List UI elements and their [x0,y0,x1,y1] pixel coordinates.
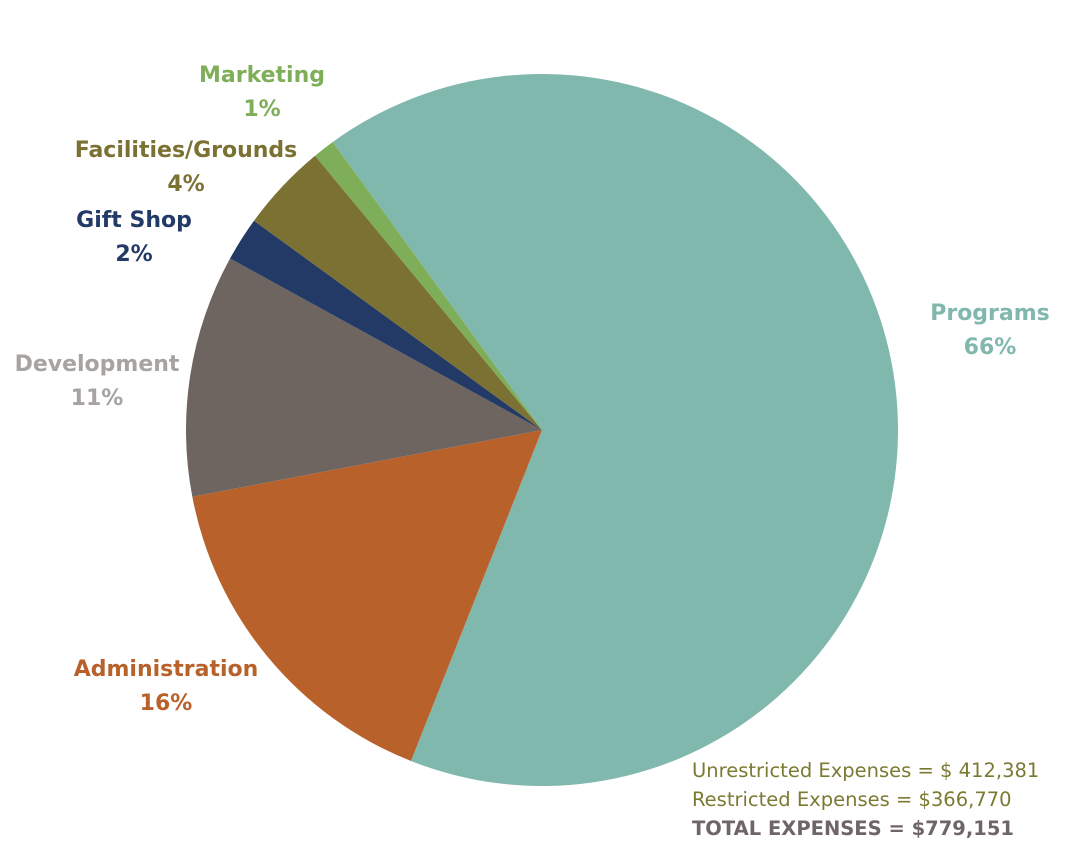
total-expenses: TOTAL EXPENSES = $779,151 [692,817,1014,840]
unrestricted-expenses: Unrestricted Expenses = $ 412,381 [692,759,1040,782]
pie-slice-marketing [315,141,542,431]
slice-label-development: Development [15,352,180,377]
slice-label-gift-shop: Gift Shop [76,208,192,233]
slice-percent-development: 11% [71,386,124,411]
slice-label-facilities-grounds: Facilities/Grounds [75,138,298,163]
slice-percent-gift-shop: 2% [115,242,152,267]
slice-percent-programs: 66% [964,335,1017,360]
slice-label-administration: Administration [74,657,259,682]
expense-totals: Unrestricted Expenses = $ 412,381 Restri… [692,756,1039,843]
slice-label-programs: Programs [930,301,1050,326]
slice-percent-marketing: 1% [243,97,280,122]
pie-slice-facilities-grounds [253,155,543,430]
pie-slice-gift-shop [230,220,542,430]
restricted-expenses: Restricted Expenses = $366,770 [692,788,1012,811]
slice-percent-administration: 16% [140,691,193,716]
slice-percent-facilities-grounds: 4% [167,172,204,197]
pie-slice-development [186,258,542,497]
pie-slices [186,73,899,786]
slice-labels: Programs 66% Administration 16% Development 1… [15,63,1050,716]
slice-label-marketing: Marketing [199,63,325,88]
pie-slice-programs [332,73,899,786]
pie-slice-administration [192,430,542,761]
